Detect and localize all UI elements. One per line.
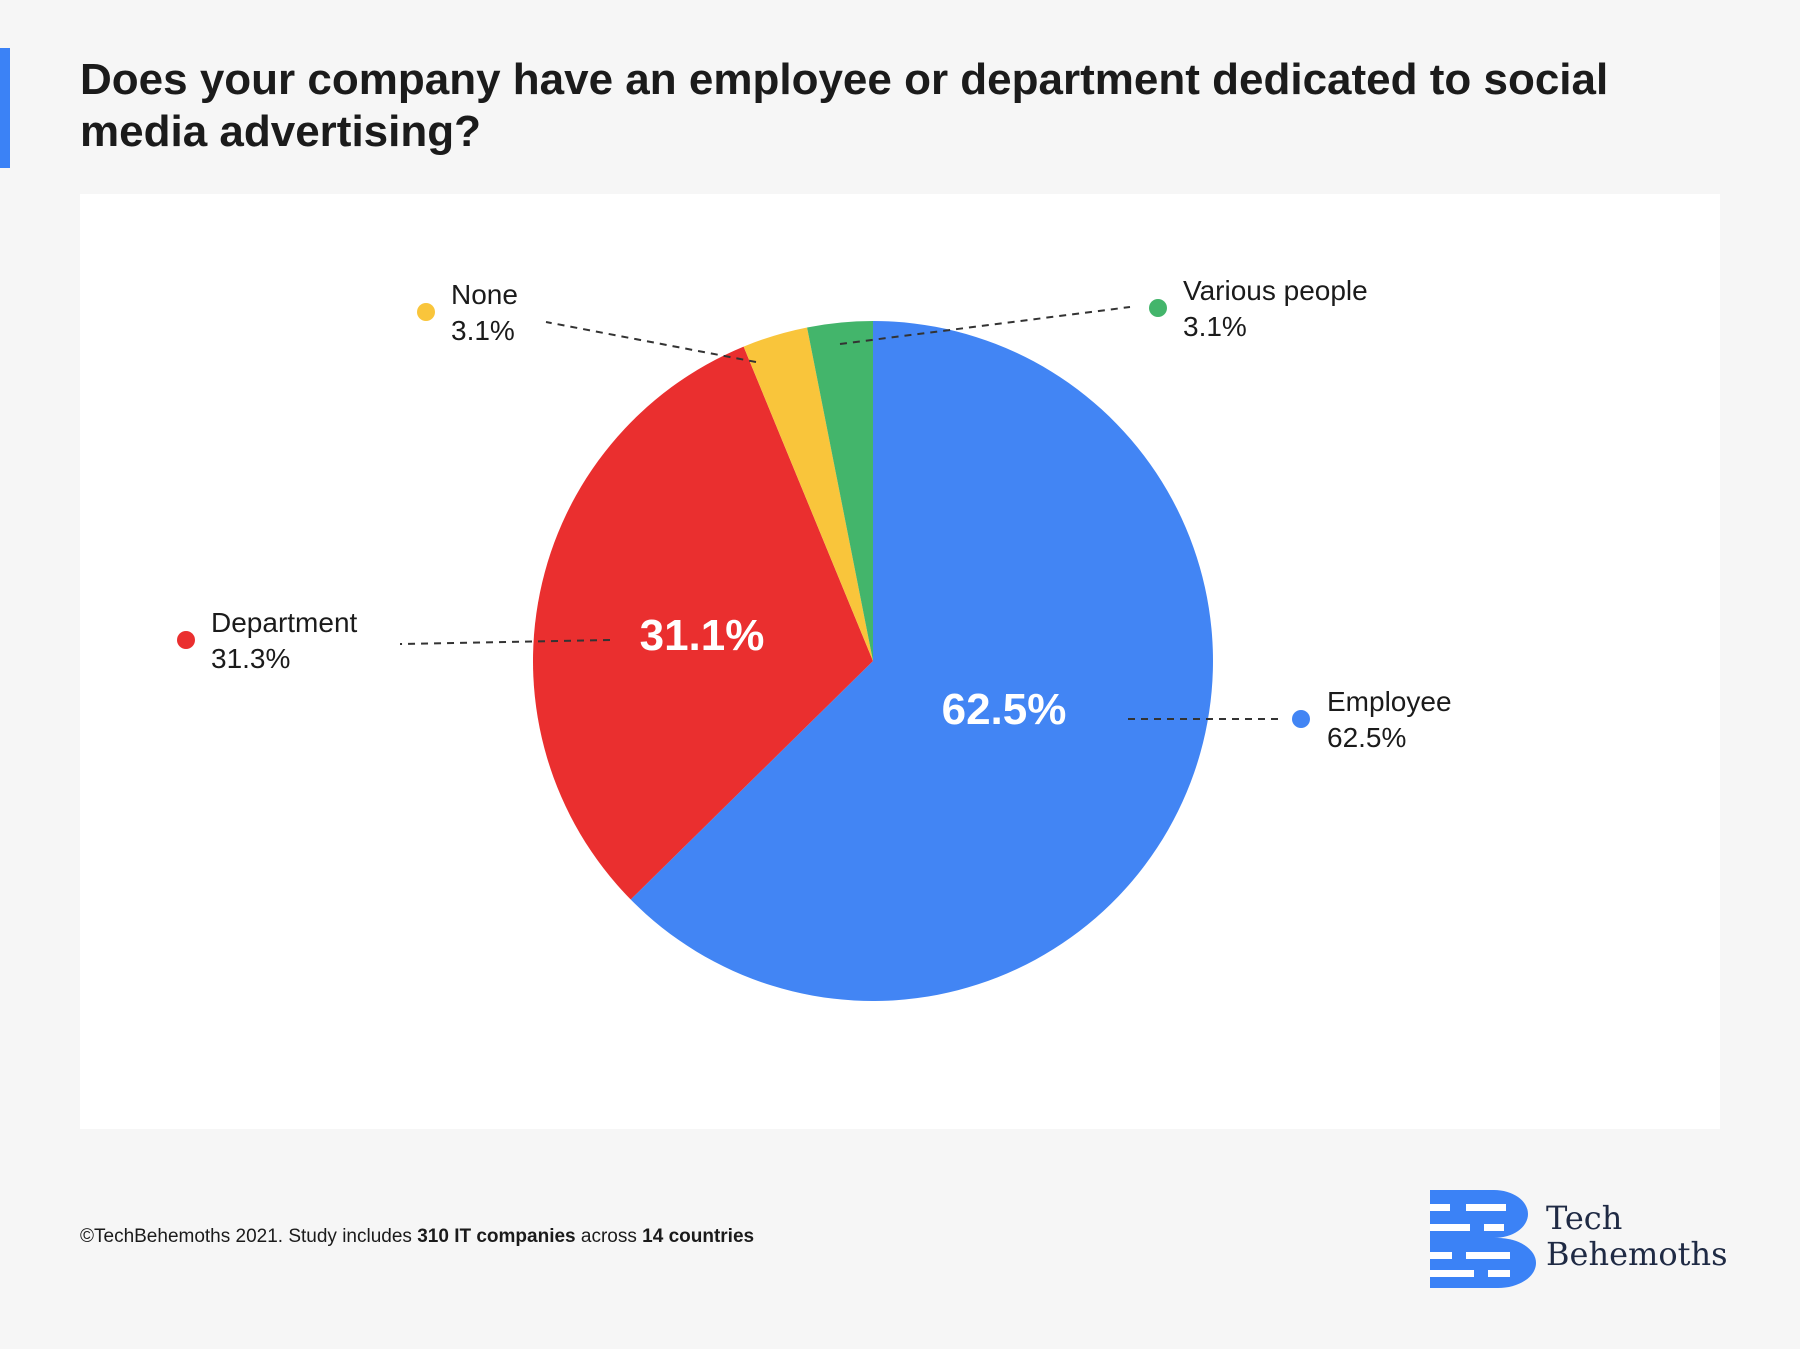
pie-chart: Employee 62.5% 62.5% Department 31.3% 31.1% No…: [177, 275, 1452, 1001]
techbehemoths-logo: Tech Behemoths: [1428, 1188, 1728, 1288]
footer-countries: 14 countries: [642, 1226, 755, 1247]
legend-value-various-people: 3.1%: [1183, 311, 1247, 342]
logo-text: Tech Behemoths: [1546, 1200, 1728, 1272]
pie-slice-various-people: [807, 321, 873, 661]
legend-value-none: 3.1%: [451, 315, 515, 346]
footer-note: ©TechBehemoths 2021. Study includes 310 …: [80, 1226, 754, 1248]
leader-line-department: [399, 639, 611, 645]
chart-title: Does your company have an employee or de…: [80, 55, 1609, 156]
legend-dot-department: [177, 631, 195, 649]
legend-label-employee: Employee: [1327, 686, 1452, 717]
legend-dot-various-people: [1149, 299, 1167, 317]
footer-prefix: ©TechBehemoths 2021. Study includes: [80, 1226, 418, 1247]
pie-slice-none: [743, 327, 873, 661]
legend-dot-none: [417, 303, 435, 321]
legend-label-none: None: [451, 279, 518, 310]
legend-value-employee: 62.5%: [1327, 722, 1406, 753]
leader-line-various-people: [839, 306, 1131, 345]
chart-card: Employee 62.5% 62.5% Department 31.3% 31.1% No…: [80, 194, 1720, 1129]
leader-line-none: [545, 321, 757, 363]
logo-line-1: Tech: [1546, 1199, 1623, 1237]
legend-label-department: Department: [211, 607, 358, 638]
footer-middle: across: [575, 1226, 643, 1247]
footer-companies: 310 IT companies: [417, 1226, 576, 1247]
pie-slice-employee: [630, 321, 1213, 1001]
legend-dot-employee: [1292, 710, 1310, 728]
slice-label-employee: 62.5%: [942, 685, 1067, 734]
logo-mark-icon: [1430, 1190, 1536, 1288]
pie-slice-department: [532, 346, 873, 900]
logo-line-2: Behemoths: [1546, 1235, 1728, 1273]
accent-bar: [0, 48, 10, 168]
legend-value-department: 31.3%: [211, 643, 290, 674]
legend-label-various-people: Various people: [1183, 275, 1368, 306]
slice-label-department: 31.1%: [640, 611, 765, 660]
